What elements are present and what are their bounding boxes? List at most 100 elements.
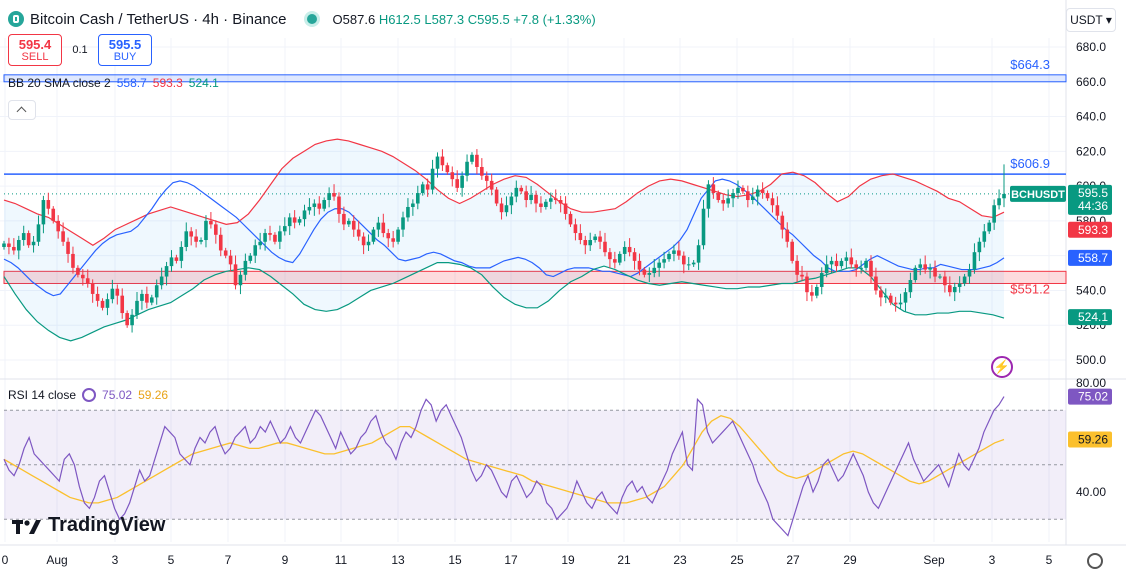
- candle-body: [972, 252, 977, 270]
- alert-bolt-icon[interactable]: ⚡: [991, 356, 1013, 378]
- rsi-ma-badge: [1068, 431, 1112, 448]
- candle-body: [66, 241, 70, 254]
- order-quantity[interactable]: 0.1: [72, 44, 88, 56]
- candle-body: [135, 300, 139, 315]
- candle-body: [154, 285, 159, 298]
- candle-body: [145, 293, 149, 303]
- candle-body: [770, 198, 775, 206]
- candle-body: [839, 260, 844, 267]
- price-tick-label: 540.0: [1076, 283, 1106, 297]
- candle-body: [775, 205, 780, 216]
- candle-body: [95, 293, 100, 301]
- candle-body: [194, 236, 198, 242]
- candle-body: [711, 184, 716, 194]
- time-tick-label: 25: [730, 553, 744, 567]
- buy-price: 595.5: [108, 37, 142, 52]
- horizontal-levels: $664.3 $606.9 $551.2: [3, 57, 1067, 296]
- candle-body: [140, 293, 144, 301]
- candle-body: [672, 250, 676, 254]
- candle-body: [465, 161, 469, 176]
- candle-body: [396, 229, 400, 242]
- candle-body: [489, 180, 494, 190]
- candle-body: [327, 193, 331, 201]
- rsi-axis: 80.00 40.00: [1076, 376, 1106, 499]
- candle-body: [849, 257, 854, 265]
- candle-body: [514, 187, 519, 197]
- candle-body: [864, 260, 868, 268]
- settings-gear-icon[interactable]: [1087, 553, 1103, 569]
- candle-body: [898, 302, 903, 305]
- last-price-badge-text: 44:36: [1078, 199, 1108, 213]
- candle-body: [7, 243, 11, 247]
- candle-body: [755, 189, 760, 197]
- candle-body: [317, 203, 322, 209]
- sell-button[interactable]: 595.4 SELL: [8, 34, 62, 66]
- candle-body: [12, 246, 16, 251]
- candle-body: [228, 255, 233, 265]
- bollinger-bands: [3, 138, 1005, 342]
- rsi-badge: [1068, 388, 1112, 405]
- rsi-tick-label: 40.00: [1076, 485, 1106, 499]
- candle-body: [391, 238, 395, 242]
- candle-body: [115, 288, 120, 296]
- candle-body: [997, 198, 1001, 206]
- rsi-value: 75.02: [102, 388, 133, 402]
- time-tick-label: 27: [786, 553, 800, 567]
- ohlc-readout: O587.6 H612.5 L587.3 C595.5 +7.8 (+1.33%…: [333, 12, 596, 27]
- candlesticks: [2, 149, 1006, 333]
- candle-body: [558, 200, 563, 204]
- candle-body: [642, 269, 647, 275]
- time-tick-label: 13: [391, 553, 405, 567]
- candle-body: [716, 193, 721, 201]
- candle-body: [593, 236, 597, 241]
- candle-body: [982, 231, 987, 242]
- bb-legend[interactable]: BB 20 SMA close 2 558.7 593.3 524.1: [8, 76, 219, 90]
- candle-body: [888, 295, 893, 303]
- candle-body: [805, 276, 809, 293]
- candle-body: [307, 206, 312, 211]
- candle-body: [243, 260, 248, 275]
- candle-body: [238, 274, 243, 286]
- candle-body: [647, 273, 652, 275]
- candle-body: [785, 229, 790, 242]
- candle-body: [209, 220, 213, 225]
- candle-body: [662, 259, 666, 263]
- candle-body: [21, 233, 26, 241]
- time-tick-label: 0: [2, 553, 9, 567]
- currency-select[interactable]: USDT ▾: [1066, 8, 1116, 32]
- level-label: $664.3: [1010, 57, 1050, 72]
- candle-body: [948, 285, 952, 293]
- candle-body: [627, 246, 632, 253]
- candle-body: [534, 194, 538, 204]
- candle-body: [913, 267, 918, 281]
- candle-body: [248, 255, 253, 261]
- symbol-title[interactable]: Bitcoin Cash / TetherUS · 4h · Binance: [30, 10, 287, 28]
- candle-body: [494, 189, 499, 204]
- bb-basis-value: 558.7: [116, 76, 147, 90]
- candle-body: [76, 267, 80, 275]
- candle-body: [741, 187, 745, 192]
- candle-body: [164, 266, 169, 277]
- rsi-legend[interactable]: RSI 14 close 75.02 59.26: [8, 388, 168, 402]
- candle-body: [859, 267, 863, 269]
- time-tick-label: 5: [168, 553, 175, 567]
- candle-body: [174, 257, 179, 261]
- candle-body: [356, 229, 361, 237]
- candle-body: [450, 172, 455, 180]
- buy-button[interactable]: 595.5 BUY: [98, 34, 152, 66]
- collapse-legend-button[interactable]: [8, 100, 36, 120]
- candle-body: [312, 203, 317, 207]
- candle-body: [430, 168, 435, 190]
- time-axis[interactable]: 0 Aug 3 5 7 9 11 13 15 17 19 21 23 25 27 29 Sep 3 5: [2, 553, 1053, 567]
- candle-body: [273, 234, 277, 242]
- candle-body: [696, 245, 701, 263]
- candle-body: [184, 231, 189, 247]
- bb-lower-line: [3, 262, 1005, 342]
- candle-body: [701, 208, 706, 246]
- candle-body: [608, 252, 612, 260]
- candle-body: [923, 264, 927, 270]
- candle-body: [292, 217, 297, 223]
- candle-body: [726, 198, 730, 204]
- candle-body: [51, 208, 56, 221]
